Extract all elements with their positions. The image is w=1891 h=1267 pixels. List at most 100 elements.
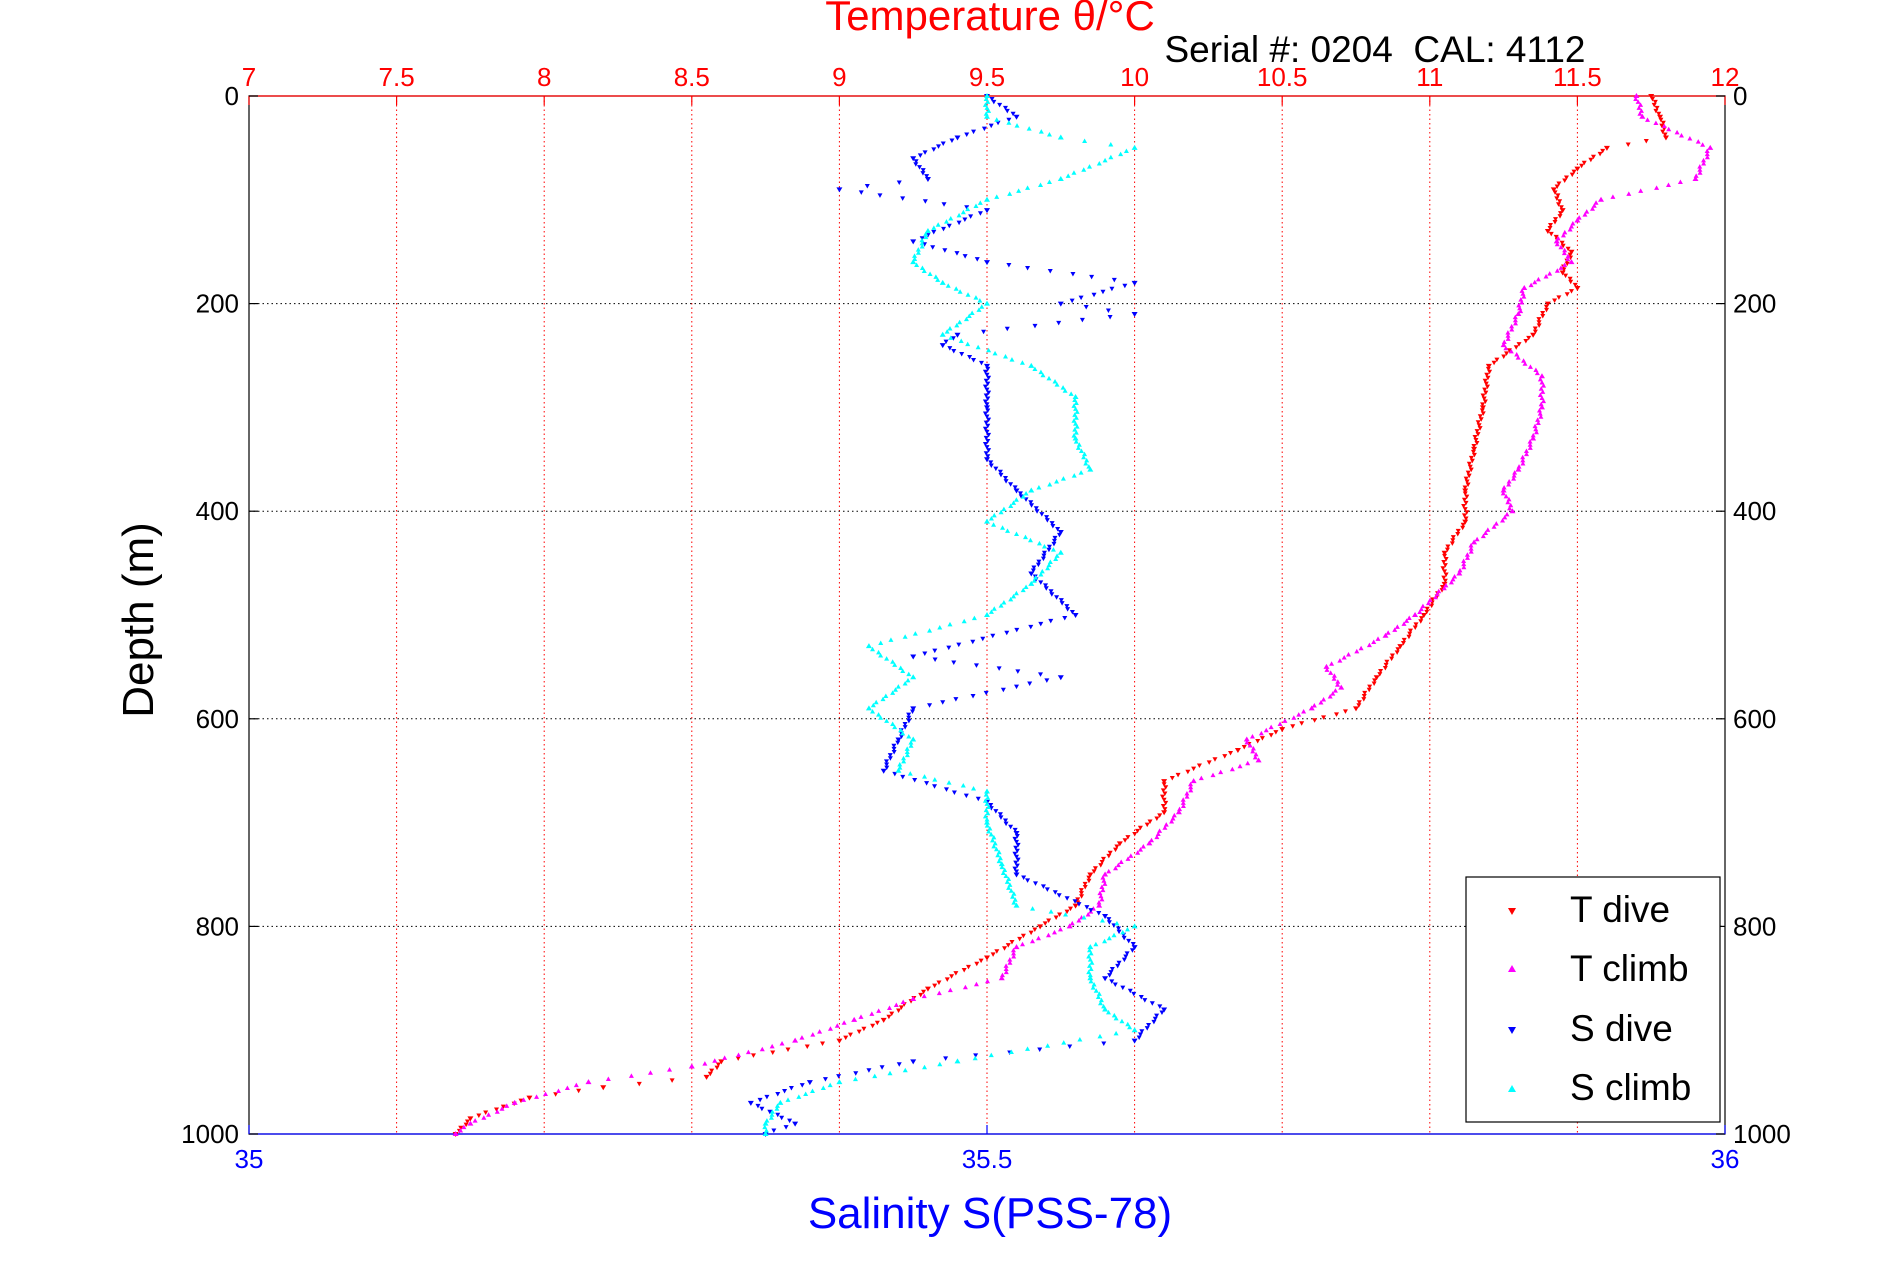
- data-point: [1106, 917, 1112, 922]
- data-point: [1100, 289, 1106, 295]
- data-point: [1485, 375, 1491, 381]
- data-point: [1058, 598, 1064, 603]
- data-point: [912, 778, 918, 783]
- legend-label-t-climb: T climb: [1570, 948, 1689, 989]
- data-point: [964, 205, 970, 210]
- data-point: [963, 316, 969, 322]
- data-point: [990, 837, 996, 843]
- data-point: [904, 749, 910, 755]
- data-point: [1082, 884, 1088, 890]
- data-point: [983, 96, 989, 101]
- data-point: [1045, 1043, 1051, 1048]
- data-point: [901, 758, 907, 764]
- chart-subtitle: Serial #: 0204 CAL: 4112: [1165, 29, 1586, 70]
- data-point: [1033, 506, 1039, 511]
- data-point: [1119, 1018, 1125, 1024]
- data-point: [984, 93, 990, 98]
- data-point: [1079, 317, 1085, 323]
- legend-marker-s-dive: [1508, 1027, 1516, 1034]
- data-point: [636, 1081, 642, 1087]
- data-point: [1678, 132, 1684, 138]
- data-point: [1076, 902, 1082, 907]
- data-point: [722, 1055, 728, 1060]
- data-point: [1491, 524, 1497, 529]
- data-point: [991, 606, 997, 611]
- data-point: [949, 138, 955, 143]
- data-point: [1636, 105, 1642, 110]
- data-point: [1277, 721, 1283, 726]
- data-point: [1116, 960, 1122, 966]
- data-point: [924, 986, 931, 992]
- data-point: [1161, 797, 1167, 803]
- data-point: [956, 220, 962, 226]
- data-point: [1553, 217, 1559, 222]
- data-point: [1057, 912, 1063, 918]
- data-point: [1050, 547, 1056, 552]
- data-point: [870, 1023, 876, 1029]
- data-point: [895, 684, 901, 689]
- top-axis-tick-label: 10.5: [1257, 62, 1308, 92]
- data-point: [1450, 535, 1456, 540]
- data-point: [1638, 188, 1644, 193]
- data-point: [1331, 676, 1337, 681]
- data-point: [1511, 473, 1517, 478]
- data-point: [1087, 947, 1093, 953]
- data-point: [982, 384, 988, 390]
- data-point: [1532, 326, 1538, 332]
- data-point: [836, 1074, 842, 1079]
- data-point: [945, 283, 951, 288]
- data-point: [1049, 592, 1055, 597]
- data-point: [1046, 179, 1052, 185]
- data-point: [1465, 470, 1471, 476]
- data-point: [1084, 457, 1090, 463]
- data-point: [1464, 479, 1470, 485]
- data-point: [1057, 529, 1064, 535]
- data-point: [1538, 386, 1544, 391]
- data-point: [978, 360, 984, 366]
- data-point: [1524, 451, 1530, 457]
- data-point: [1005, 528, 1011, 533]
- data-point: [1154, 1013, 1160, 1019]
- data-point: [1071, 403, 1077, 408]
- data-point: [1140, 843, 1146, 849]
- data-point: [943, 787, 949, 792]
- data-point: [1568, 289, 1574, 294]
- data-point: [1138, 1032, 1144, 1037]
- data-point: [1099, 917, 1105, 923]
- data-point: [892, 687, 898, 692]
- data-point: [1038, 182, 1044, 187]
- data-point: [1501, 339, 1507, 345]
- data-point: [905, 677, 911, 683]
- data-point: [1662, 135, 1669, 141]
- data-point: [982, 442, 988, 447]
- data-point: [1485, 366, 1491, 372]
- data-point: [769, 1112, 775, 1117]
- data-point: [936, 980, 942, 985]
- data-point: [1512, 470, 1518, 475]
- data-point: [876, 1008, 882, 1013]
- data-point: [715, 1062, 721, 1067]
- data-point: [1046, 547, 1052, 553]
- data-point: [1464, 552, 1470, 557]
- data-point: [1222, 754, 1228, 759]
- data-point: [1188, 787, 1194, 793]
- data-point: [1383, 662, 1389, 668]
- data-point: [1128, 853, 1134, 858]
- data-point: [1191, 766, 1197, 772]
- top-axis-tick-label: 11.5: [1553, 62, 1602, 92]
- data-point: [983, 420, 989, 426]
- data-point: [1040, 372, 1046, 378]
- data-point: [1504, 351, 1510, 356]
- data-point: [951, 790, 957, 795]
- data-point: [1109, 979, 1115, 984]
- data-point: [1558, 211, 1564, 216]
- data-point: [1073, 439, 1079, 444]
- data-point: [1029, 503, 1035, 508]
- data-point: [1250, 745, 1256, 751]
- data-point: [1012, 485, 1018, 490]
- data-point: [1046, 375, 1052, 381]
- data-point: [1237, 763, 1243, 769]
- data-point: [890, 721, 896, 726]
- data-point: [953, 697, 959, 702]
- data-point: [1096, 160, 1102, 166]
